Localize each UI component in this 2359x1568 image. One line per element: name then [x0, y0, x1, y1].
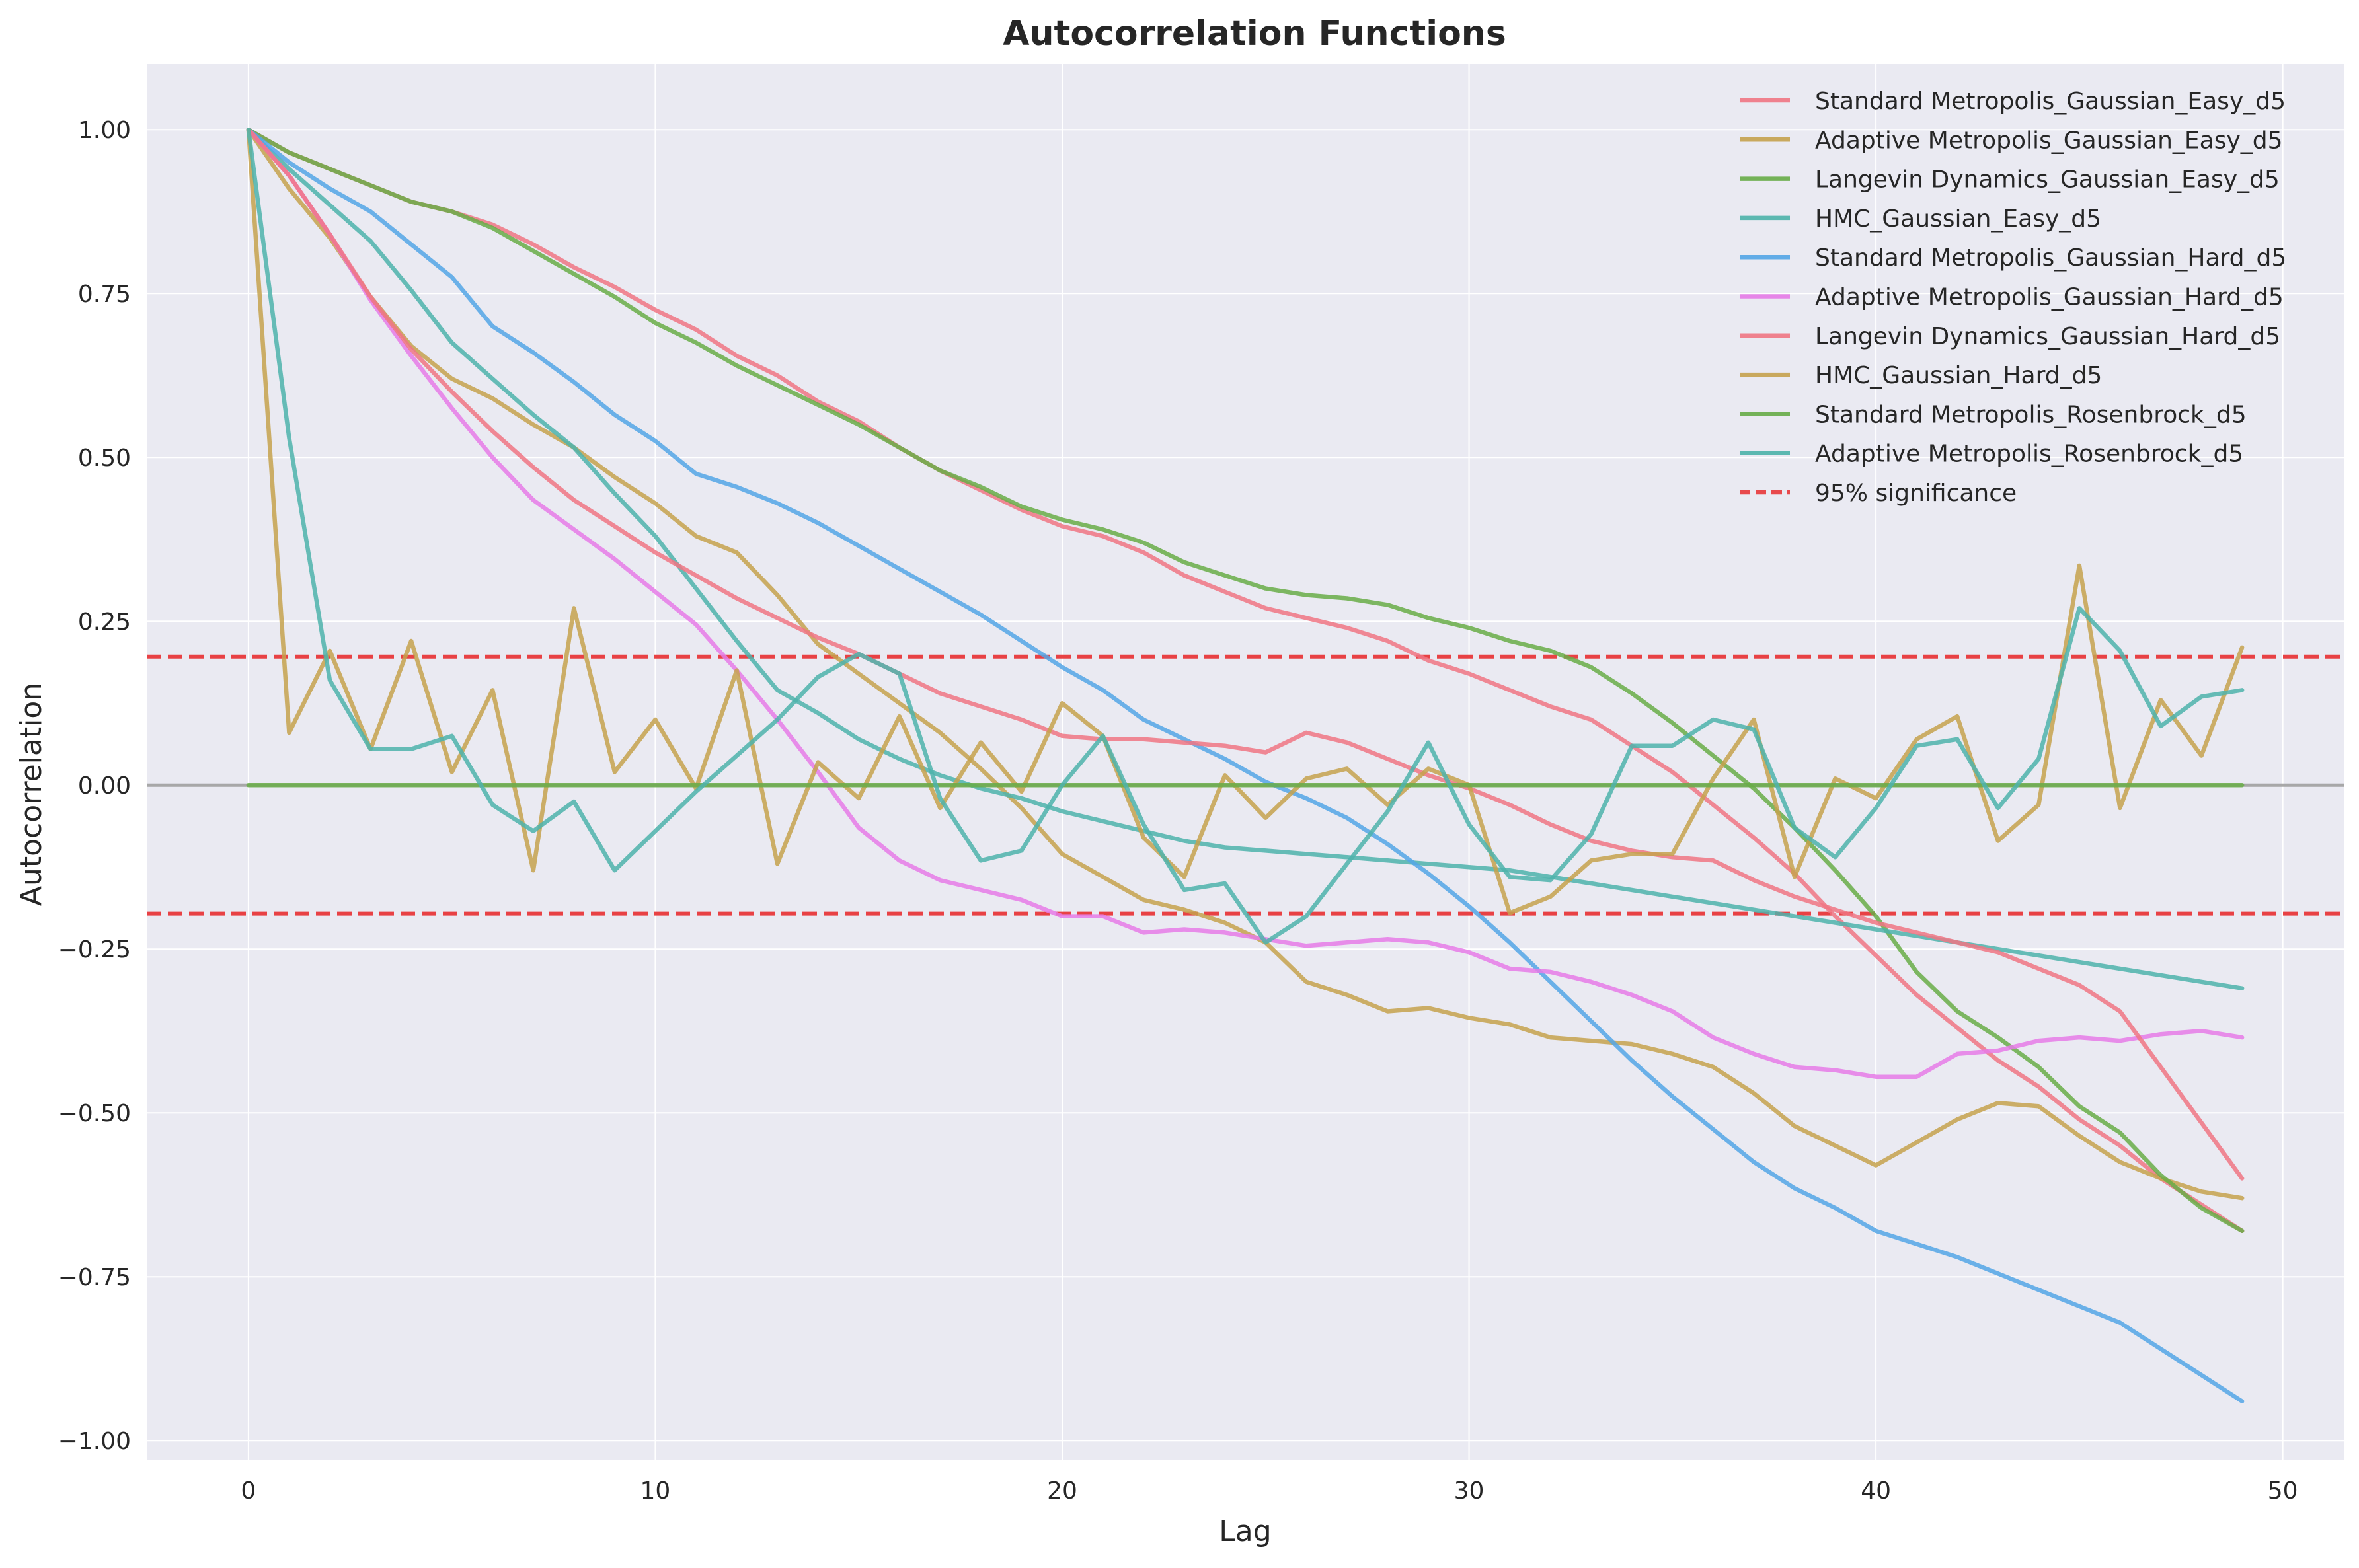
x-tick-label: 10: [640, 1477, 671, 1505]
legend-label: Standard Metropolis_Gaussian_Hard_d5: [1815, 244, 2286, 272]
x-tick-label: 40: [1861, 1477, 1891, 1505]
legend-label: Langevin Dynamics_Gaussian_Easy_d5: [1815, 167, 2280, 194]
x-tick-label: 20: [1047, 1477, 1077, 1505]
x-tick-label: 0: [241, 1477, 256, 1505]
series-line-4: [246, 127, 2245, 990]
series-line-8: [246, 127, 2245, 915]
x-tick-label: 30: [1454, 1477, 1485, 1505]
y-tick-label: 0.75: [78, 281, 131, 308]
series-line-10: [246, 127, 2245, 945]
legend-label: Standard Metropolis_Rosenbrock_d5: [1815, 401, 2247, 428]
x-tick-label: 50: [2268, 1477, 2298, 1505]
y-tick-label: 1.00: [78, 117, 131, 144]
y-axis-ticks: −1.00 −0.75 −0.50 −0.25 0.00 0.25 0.50 0.75 1.00: [58, 117, 131, 1455]
legend: Standard Metropolis_Gaussian_Easy_d5 Adap…: [1740, 88, 2286, 507]
y-tick-label: −0.25: [58, 936, 131, 963]
series-line-6: [246, 127, 2245, 1079]
legend-label: Standard Metropolis_Gaussian_Easy_d5: [1815, 88, 2286, 115]
y-axis-label: Autocorrelation: [15, 683, 48, 906]
series-line-5: [246, 127, 2245, 1403]
chart-title: Autocorrelation Functions: [1003, 14, 1506, 54]
y-tick-label: 0.50: [78, 445, 131, 472]
plot-area: [147, 64, 2344, 1460]
y-tick-label: −1.00: [58, 1428, 131, 1455]
legend-label: HMC_Gaussian_Hard_d5: [1815, 362, 2102, 389]
series-line-1: [246, 127, 2245, 1234]
legend-label: Langevin Dynamics_Gaussian_Hard_d5: [1815, 323, 2280, 350]
y-tick-label: −0.50: [58, 1100, 131, 1127]
series-line-7: [246, 127, 2245, 1181]
x-axis-label: Lag: [1219, 1514, 1271, 1548]
series-lines: [246, 127, 2245, 1403]
legend-label: Adaptive Metropolis_Gaussian_Easy_d5: [1815, 127, 2283, 154]
legend-label: Adaptive Metropolis_Rosenbrock_d5: [1815, 441, 2243, 468]
legend-label: Adaptive Metropolis_Gaussian_Hard_d5: [1815, 284, 2284, 311]
x-axis-ticks: 0 10 20 30 40 50: [241, 1477, 2298, 1505]
series-line-3: [246, 127, 2245, 1234]
y-tick-label: 0.00: [78, 772, 131, 800]
legend-label: 95% significance: [1815, 480, 2017, 507]
y-tick-label: −0.75: [58, 1264, 131, 1291]
y-tick-label: 0.25: [78, 609, 131, 636]
legend-label: HMC_Gaussian_Easy_d5: [1815, 205, 2101, 233]
